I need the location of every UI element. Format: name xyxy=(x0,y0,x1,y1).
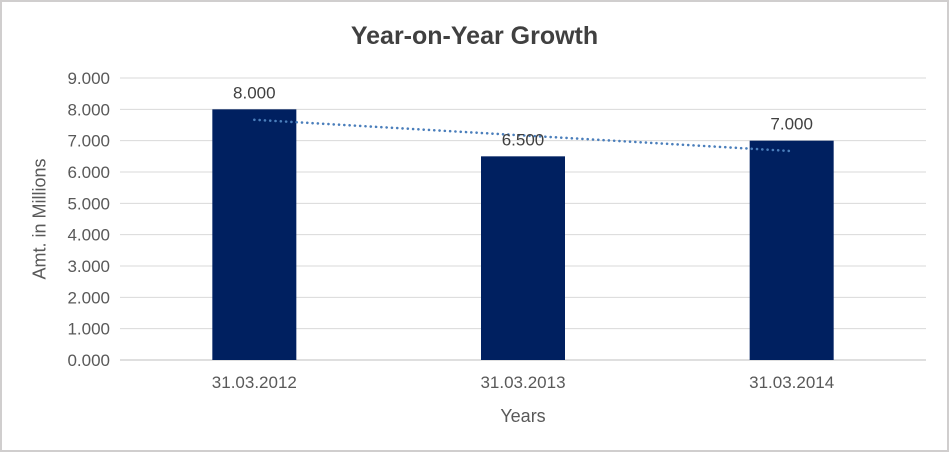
bar-data-label: 7.000 xyxy=(770,115,813,134)
bar-data-label: 8.000 xyxy=(233,83,276,102)
y-tick-label: 2.000 xyxy=(67,288,110,307)
bar-data-label: 6.500 xyxy=(502,130,545,149)
x-tick-label: 31.03.2013 xyxy=(480,373,565,392)
x-axis-title: Years xyxy=(500,406,546,426)
x-tick-label: 31.03.2012 xyxy=(212,373,297,392)
x-tick-label: 31.03.2014 xyxy=(749,373,834,392)
y-tick-label: 1.000 xyxy=(67,320,110,339)
y-tick-label: 4.000 xyxy=(67,226,110,245)
y-tick-label: 6.000 xyxy=(67,163,110,182)
y-tick-label: 5.000 xyxy=(67,194,110,213)
bar xyxy=(212,109,297,360)
trendline xyxy=(253,118,793,153)
bar xyxy=(749,140,834,360)
chart-title: Year-on-Year Growth xyxy=(350,22,599,50)
y-tick-label: 9.000 xyxy=(67,69,110,88)
y-tick-label: 8.000 xyxy=(67,100,110,119)
y-tick-label: 7.000 xyxy=(67,132,110,151)
bar xyxy=(481,156,565,360)
y-tick-label: 0.000 xyxy=(67,351,110,370)
y-tick-label: 3.000 xyxy=(67,257,110,276)
